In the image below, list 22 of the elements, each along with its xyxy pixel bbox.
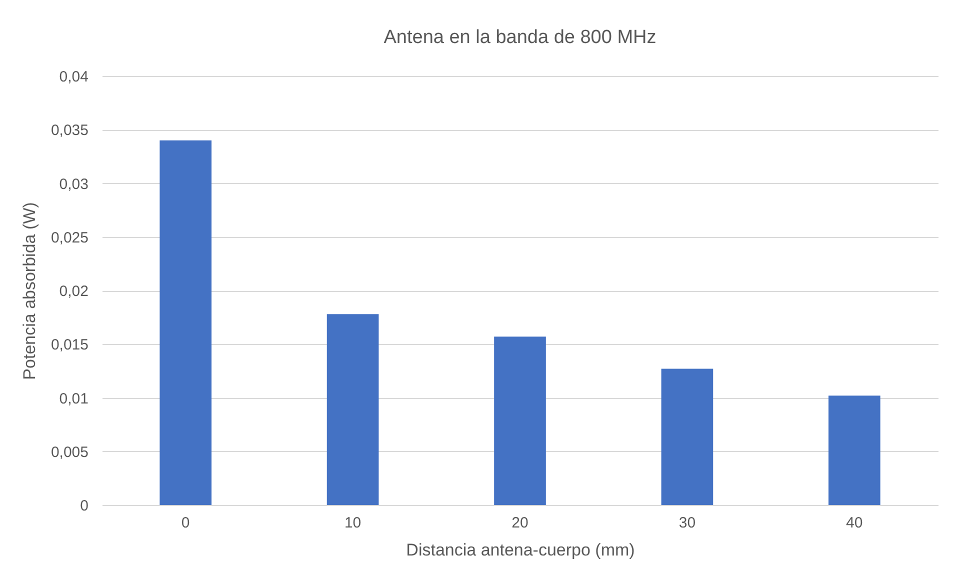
x-tick-label: 10 — [344, 514, 362, 532]
bar — [326, 314, 379, 505]
y-tick-label: 0,015 — [50, 336, 88, 354]
x-tick-label: 20 — [512, 514, 528, 532]
y-tick-label: 0,04 — [59, 68, 88, 86]
y-tick-label: 0 — [80, 498, 88, 514]
y-tick-label: 0,03 — [59, 176, 88, 193]
y-axis-title: Potencia absorbida (W) — [20, 202, 39, 380]
y-tick-label: 0,01 — [59, 390, 88, 408]
bar — [160, 140, 212, 505]
y-tick-label: 0,035 — [50, 122, 88, 140]
bar — [661, 368, 714, 505]
chart-title: Antena en la banda de 800 MHz — [384, 27, 656, 48]
x-tick-label: 0 — [181, 514, 190, 532]
x-tick-label: 40 — [846, 514, 863, 532]
x-tick-label: 30 — [678, 514, 696, 532]
y-tick-label: 0,005 — [50, 444, 88, 461]
bar — [828, 396, 880, 505]
x-axis-title: Distancia antena-cuerpo (mm) — [406, 540, 635, 560]
bar — [494, 336, 546, 505]
y-tick-label: 0,025 — [50, 229, 88, 246]
y-tick-label: 0,02 — [59, 283, 88, 300]
